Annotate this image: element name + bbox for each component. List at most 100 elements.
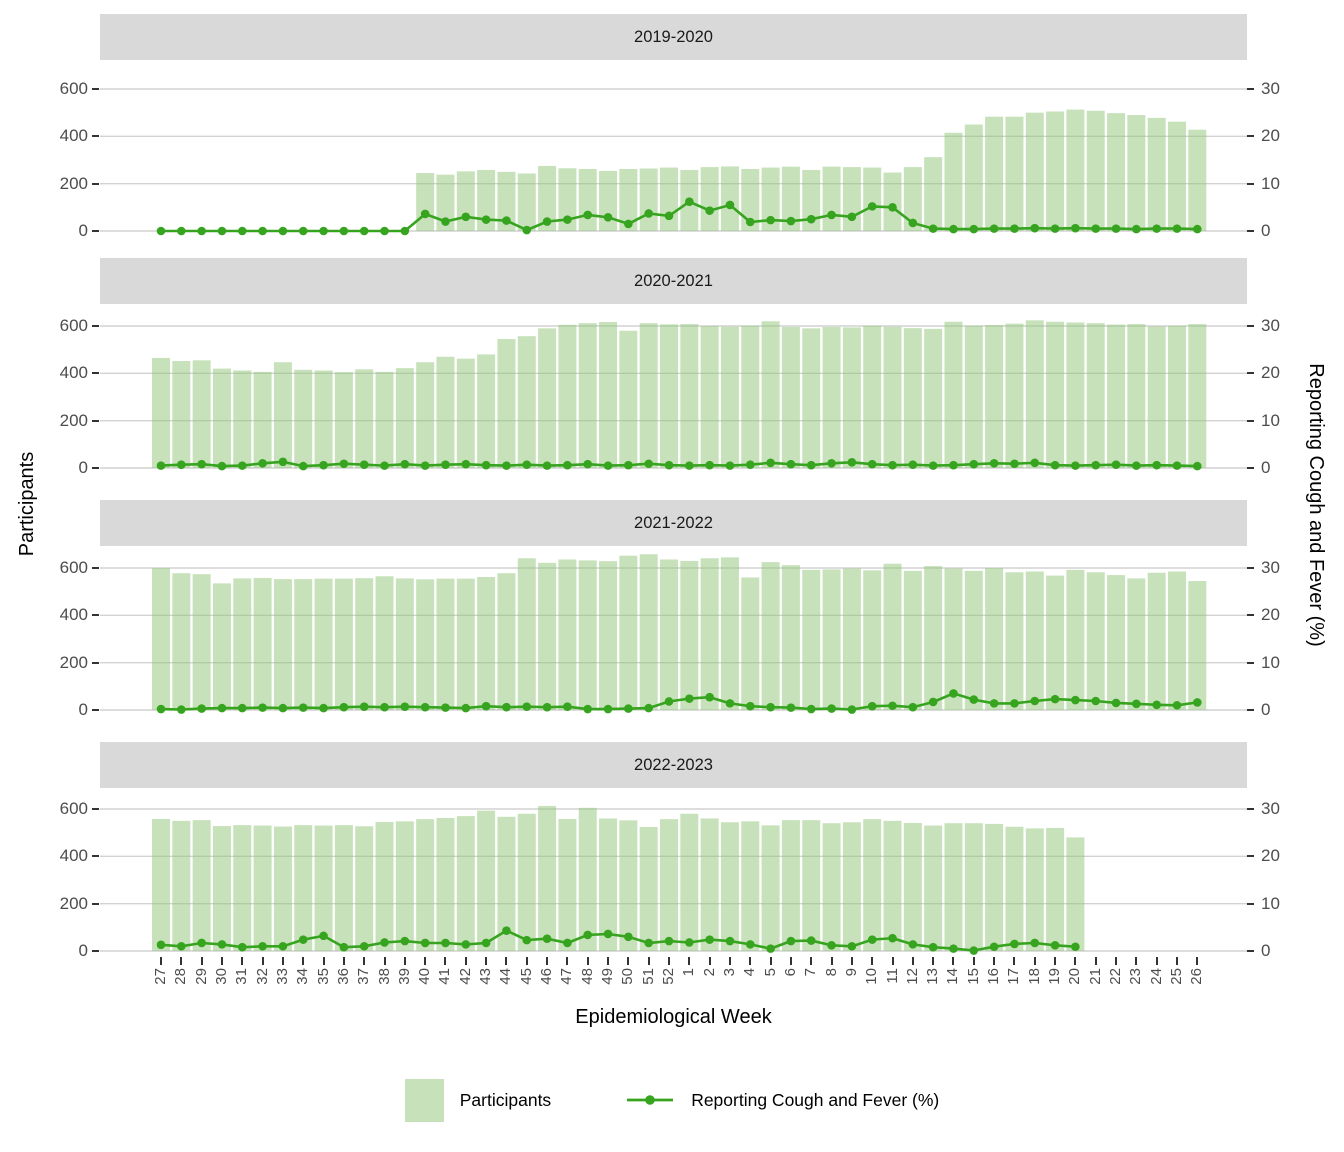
participants-bar	[883, 172, 902, 231]
participants-bar	[375, 822, 394, 951]
left-axis-tick	[92, 614, 99, 617]
participants-bar	[436, 817, 455, 951]
facet-strip: 2020-2021	[100, 258, 1247, 304]
participants-bar	[822, 326, 841, 468]
x-axis-tick	[1176, 957, 1178, 965]
left-axis-tick-label: 600	[59, 799, 88, 818]
right-axis-tick-label: 0	[1261, 458, 1271, 477]
cough-fever-point	[359, 460, 369, 469]
left-axis-tick	[92, 808, 99, 810]
participants-bar	[944, 321, 963, 468]
x-axis-tick	[688, 957, 691, 965]
cough-fever-point	[1172, 700, 1182, 710]
x-axis-tick-label: 21	[1086, 968, 1104, 985]
cough-fever-point	[664, 460, 674, 470]
facet-strip-label: 2021-2022	[634, 513, 713, 532]
participants-bar	[903, 822, 922, 951]
participants-bar	[944, 823, 963, 951]
cough-fever-point	[745, 940, 755, 949]
participants-bar	[456, 358, 475, 468]
cough-fever-point	[278, 703, 288, 713]
cough-fever-line	[160, 460, 1198, 468]
cough-fever-point	[847, 458, 857, 467]
right-axis-tick-label: 0	[1261, 221, 1271, 240]
x-axis-tick	[1054, 957, 1057, 965]
participants-bar	[558, 559, 577, 710]
cough-fever-point	[441, 703, 450, 712]
participants-bar	[395, 821, 414, 951]
cough-fever-point	[908, 218, 918, 228]
cough-fever-point	[705, 206, 714, 215]
x-axis-tick-label: 40	[416, 968, 434, 985]
x-axis-tick	[505, 957, 508, 965]
cough-fever-point	[156, 940, 166, 950]
participants-bar	[314, 825, 333, 951]
cough-fever-point	[420, 461, 430, 470]
cough-fever-point	[319, 226, 328, 236]
participants-bar	[578, 807, 597, 951]
participants-bar	[517, 173, 536, 231]
participants-bar	[924, 328, 943, 468]
cough-fever-point	[1172, 461, 1182, 470]
participants-bar	[578, 560, 597, 710]
x-axis-tick-label: 23	[1127, 968, 1145, 985]
participants-bar	[538, 562, 557, 710]
cough-fever-point	[745, 460, 755, 469]
right-axis-tick-label: 0	[1261, 941, 1271, 960]
participants-bar	[355, 826, 374, 951]
facet-plot-area	[100, 320, 1247, 471]
x-axis-tick-label: 25	[1168, 968, 1185, 985]
left-axis-tick	[92, 661, 99, 664]
x-axis-tick-label: 6	[781, 968, 799, 977]
x-axis-tick	[607, 957, 610, 965]
cough-fever-point	[481, 215, 491, 224]
x-axis-tick-label: 32	[253, 968, 271, 985]
participants-bar	[1127, 578, 1146, 710]
facet-plot-area	[100, 88, 1247, 236]
cough-fever-point	[481, 938, 491, 948]
participants-bar	[1046, 827, 1065, 951]
participants-bar	[1107, 324, 1126, 468]
participants-bar	[172, 573, 191, 710]
cough-fever-point	[319, 460, 328, 470]
cough-fever-point	[258, 941, 267, 951]
cough-fever-point	[217, 226, 227, 236]
cough-fever-point	[603, 929, 613, 939]
cough-fever-point	[928, 697, 938, 707]
x-axis-tick-label: 37	[355, 968, 373, 985]
right-axis-tick-label: 30	[1261, 316, 1280, 335]
cough-fever-point	[908, 460, 918, 469]
x-axis-tick	[1135, 957, 1138, 965]
x-axis-tick	[769, 957, 772, 965]
legend-label-cough-fever: Reporting Cough and Fever (%)	[691, 1089, 940, 1110]
cough-fever-point	[400, 226, 410, 236]
facet-strip: 2022-2023	[100, 742, 1247, 788]
cough-fever-point	[969, 946, 979, 955]
cough-fever-point	[664, 697, 674, 706]
cough-fever-point	[298, 703, 308, 712]
cough-fever-point	[664, 211, 674, 221]
y2-axis-title: Reporting Cough and Fever (%)	[1305, 363, 1327, 647]
x-axis-tick	[1033, 957, 1036, 965]
participants-bar	[700, 818, 719, 951]
participants-bar	[416, 362, 435, 468]
right-axis-tick-label: 20	[1261, 363, 1280, 383]
cough-fever-point	[1050, 224, 1060, 233]
cough-fever-point	[888, 701, 897, 711]
cough-fever-point	[197, 226, 206, 236]
cough-fever-point	[806, 214, 816, 224]
cough-fever-point	[542, 934, 552, 943]
participants-bar	[152, 818, 170, 951]
cough-fever-point	[624, 460, 633, 470]
participants-bar	[761, 167, 780, 231]
participants-bar	[517, 336, 536, 468]
participants-bar	[1066, 322, 1085, 468]
cough-fever-point	[1050, 460, 1060, 470]
x-axis-tick-label: 33	[273, 968, 291, 985]
right-axis-tick-label: 30	[1261, 558, 1280, 577]
participants-bar	[1147, 117, 1166, 231]
x-axis-tick-label: 18	[1025, 968, 1043, 985]
participants-bar	[477, 354, 496, 468]
cough-fever-point	[197, 704, 206, 713]
x-axis-tick-label: 5	[761, 968, 779, 977]
